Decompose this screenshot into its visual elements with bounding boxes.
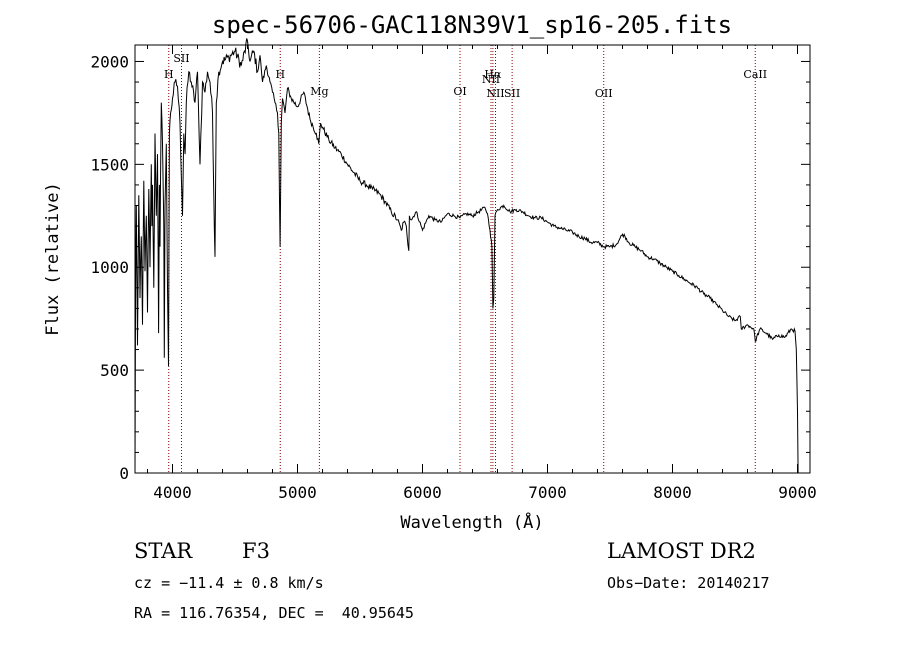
spectrum-chart: spec-56706-GAC118N39V1_sp16-205.fits H SI… — [43, 11, 817, 533]
y-tick-label: 0 — [119, 464, 129, 483]
series-layer — [134, 38, 799, 474]
marker-label: NII — [482, 73, 500, 86]
x-tick-label: 7000 — [528, 483, 567, 502]
y-axis-label: Flux (relative) — [43, 182, 63, 336]
marker-label: SII — [173, 52, 189, 65]
y-tick-label: 1500 — [90, 155, 129, 174]
survey-name: LAMOST DR2 — [607, 539, 756, 563]
marker-label: H — [164, 68, 174, 81]
obs-date: Obs−Date: 20140217 — [607, 574, 770, 592]
plot-frame — [134, 44, 811, 474]
x-tick-label: 5000 — [278, 483, 317, 502]
marker-label: SII — [504, 87, 520, 100]
marker-label: Hα — [484, 68, 502, 81]
marker-label: OII — [595, 87, 613, 100]
marker-label: OI — [453, 85, 466, 98]
coordinates: RA = 116.76354, DEC = 40.95645 — [134, 604, 414, 622]
y-tick-label: 1000 — [90, 258, 129, 277]
x-tick-label: 6000 — [403, 483, 442, 502]
x-tick-label: 4000 — [153, 483, 192, 502]
emission-line-markers — [168, 45, 756, 473]
x-tick-label: 8000 — [653, 483, 692, 502]
y-tick-label: 2000 — [90, 52, 129, 71]
marker-label: H — [275, 68, 285, 81]
object-type: STAR — [134, 539, 193, 563]
x-axis-label: Wavelength (Å) — [400, 511, 543, 533]
y-axis: 0 500 1000 1500 2000 — [90, 52, 810, 483]
subclass: F3 — [242, 539, 270, 563]
x-axis: 4000 5000 6000 7000 8000 9000 — [147, 45, 817, 502]
spectrum-series — [134, 38, 799, 474]
marker-label: CaII — [743, 68, 767, 81]
redshift-readout: cz = −11.4 ± 0.8 km/s — [134, 574, 324, 592]
chart-title: spec-56706-GAC118N39V1_sp16-205.fits — [212, 11, 732, 39]
marker-label: Mg — [310, 85, 328, 98]
y-tick-label: 500 — [100, 361, 129, 380]
x-tick-label: 9000 — [778, 483, 817, 502]
marker-label: NII — [486, 87, 504, 100]
